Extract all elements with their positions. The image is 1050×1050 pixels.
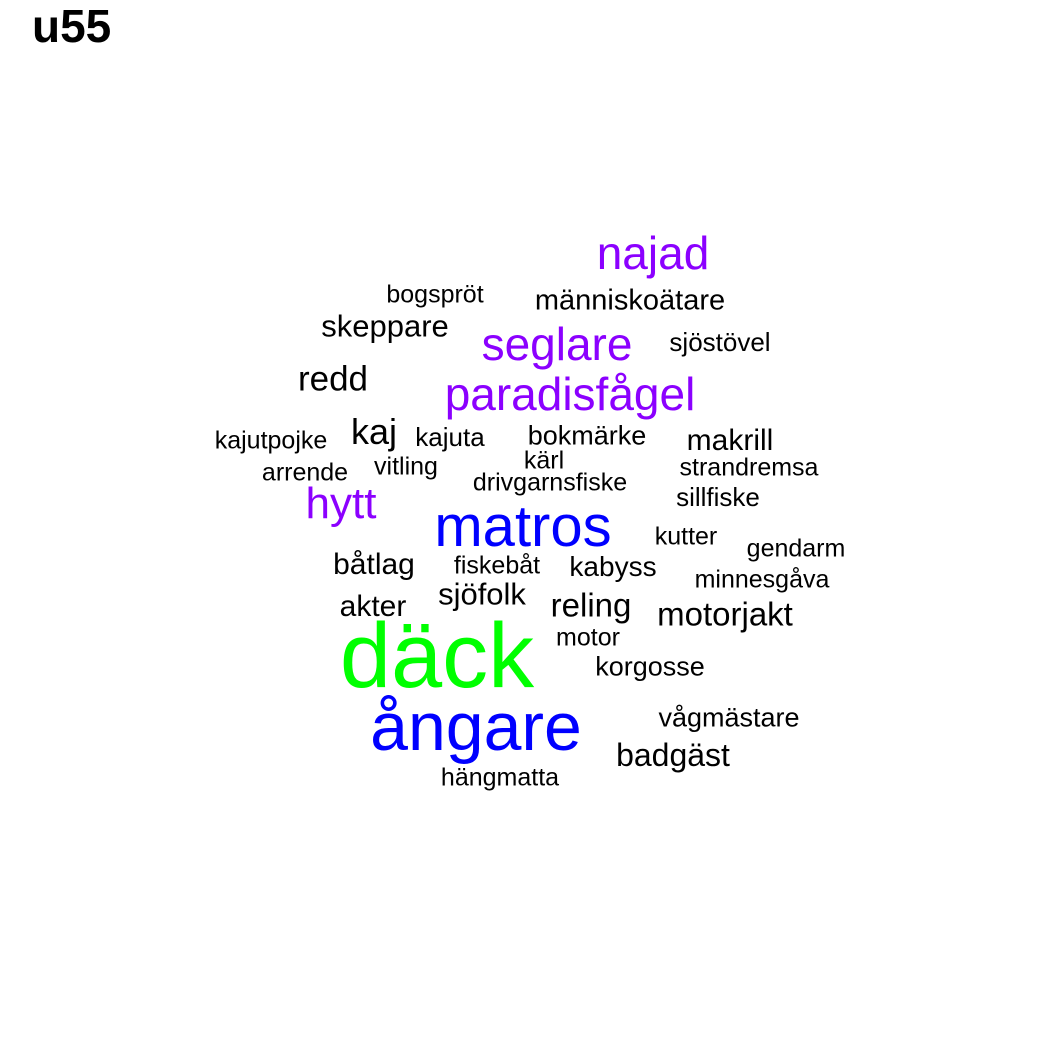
word-kabyss: kabyss: [569, 551, 657, 582]
word-reling: reling: [550, 586, 632, 624]
word-hangmatta: hängmatta: [440, 763, 560, 792]
word-skeppare: skeppare: [321, 308, 449, 344]
word-badgast: badgäst: [616, 737, 730, 773]
word-paradisfagel: paradisfågel: [444, 368, 696, 420]
word-najad: najad: [596, 227, 710, 279]
word-kaj: kaj: [350, 411, 398, 452]
word-sjofolk: sjöfolk: [438, 576, 526, 612]
word-makrill: makrill: [686, 424, 774, 457]
word-gendarm: gendarm: [746, 534, 846, 563]
word-kajuta: kajuta: [415, 422, 485, 452]
word-batlag: båtlag: [333, 548, 415, 581]
word-bogsprot: bogspröt: [386, 280, 484, 309]
word-sillfiske: sillfiske: [676, 482, 760, 512]
word-korgosse: korgosse: [595, 651, 705, 682]
word-kajutpojke: kajutpojke: [214, 426, 328, 455]
word-dack: däck: [339, 605, 535, 707]
word-karl: kärl: [523, 446, 565, 475]
word-bokmarke: bokmärke: [527, 420, 647, 451]
word-vitling: vitling: [374, 452, 438, 481]
page-title: u55: [32, 0, 112, 52]
word-strandremsa: strandremsa: [679, 453, 819, 482]
word-akter: akter: [339, 590, 407, 623]
word-redd: redd: [297, 359, 369, 399]
word-motor: motor: [556, 623, 620, 652]
word-angare: ångare: [370, 689, 582, 765]
word-matros: matros: [434, 494, 612, 559]
word-kutter: kutter: [654, 522, 718, 551]
word-motorjakt: motorjakt: [657, 595, 793, 633]
word-minnesgava: minnesgåva: [694, 565, 830, 594]
word-hytt: hytt: [305, 479, 377, 528]
word-sjostovel: sjöstövel: [669, 327, 771, 357]
word-seglare: seglare: [481, 318, 633, 370]
word-fiskebat: fiskebåt: [453, 551, 541, 580]
word-manniskoatare: människoätare: [534, 284, 726, 317]
word-drivgarnsfiske: drivgarnsfiske: [472, 468, 628, 497]
word-arrende: arrende: [261, 458, 349, 487]
word-vagmastare: vågmästare: [658, 702, 800, 733]
